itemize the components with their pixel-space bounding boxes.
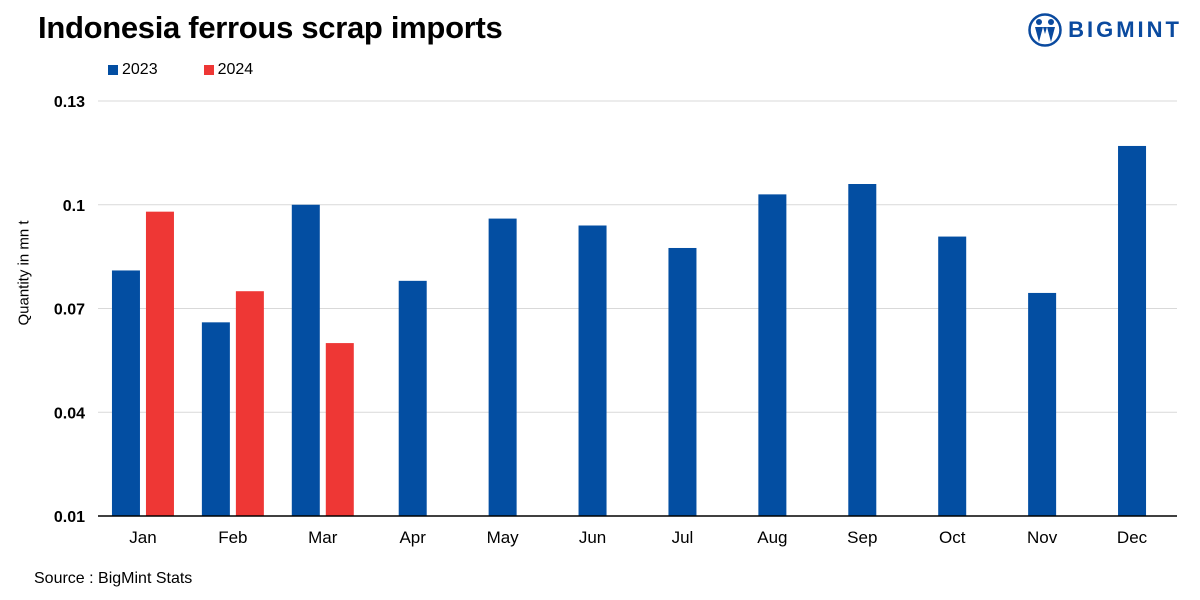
bar-2024-mar — [325, 343, 354, 516]
x-axis-ticks: Jan Feb Mar Apr May Jun Jul Aug Sep Oct Nov Dec — [129, 528, 1147, 547]
bar-2024-jan — [145, 211, 174, 516]
source-note: Source : BigMint Stats — [34, 570, 193, 587]
legend-label-2023: 2023 — [122, 61, 158, 78]
bar-2023-nov — [1028, 292, 1057, 516]
chart-legend: 2023 2024 — [108, 61, 253, 79]
bar-2023-mar — [291, 204, 320, 516]
x-tick-label: Jul — [672, 528, 694, 547]
bar-2023-apr — [398, 280, 427, 516]
x-tick-label: Aug — [757, 528, 787, 547]
x-tick-label: Apr — [399, 528, 426, 547]
bar-2023-may — [488, 218, 517, 517]
x-tick-label: Mar — [308, 528, 338, 547]
legend-item-2024: 2024 — [203, 61, 254, 79]
bars — [111, 145, 1147, 517]
x-tick-label: Jan — [129, 528, 156, 547]
x-tick-label: Dec — [1117, 528, 1148, 547]
y-tick-label: 0.07 — [54, 302, 85, 319]
gridlines — [98, 100, 1177, 413]
y-tick-label: 0.01 — [54, 509, 85, 526]
legend-swatch-2024 — [203, 65, 214, 75]
legend-label-2024: 2024 — [217, 61, 254, 78]
legend-item-2023: 2023 — [108, 61, 158, 79]
y-tick-label: 0.13 — [54, 94, 85, 111]
bar-2023-jun — [578, 225, 607, 516]
bigmint-logo: BIGMINT — [1028, 10, 1182, 50]
x-tick-label: Feb — [218, 528, 247, 547]
bigmint-logo-text: BIGMINT — [1068, 17, 1182, 42]
bar-2023-jul — [668, 247, 697, 516]
bar-2023-oct — [938, 236, 967, 517]
bigmint-logo-icon — [1028, 13, 1062, 47]
y-tick-label: 0.04 — [54, 405, 85, 422]
chart-title: Indonesia ferrous scrap imports — [38, 10, 503, 45]
x-tick-label: Oct — [939, 528, 966, 547]
x-tick-label: Jun — [579, 528, 606, 547]
bar-2023-sep — [848, 184, 877, 516]
x-tick-label: May — [487, 528, 520, 547]
x-tick-label: Sep — [847, 528, 877, 547]
bar-2023-aug — [758, 194, 787, 516]
bar-2024-feb — [235, 291, 264, 516]
bar-2023-dec — [1118, 145, 1147, 517]
bar-2023-feb — [201, 322, 230, 516]
legend-swatch-2023 — [108, 65, 118, 75]
x-tick-label: Nov — [1027, 528, 1058, 547]
y-axis-ticks: 0.01 0.04 0.07 0.1 0.13 — [54, 94, 85, 526]
y-tick-label: 0.1 — [63, 198, 85, 215]
bar-2023-jan — [111, 270, 140, 516]
